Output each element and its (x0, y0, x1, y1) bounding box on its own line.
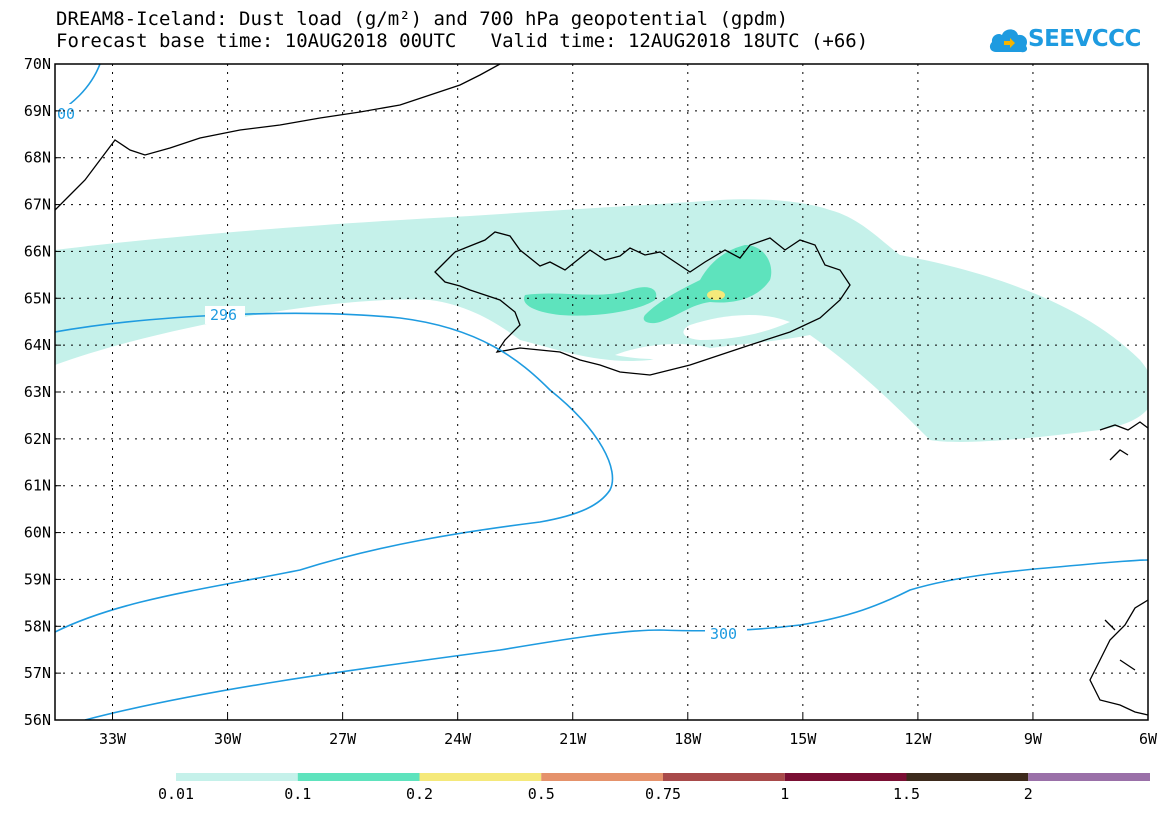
colorbar-label: 1 (780, 785, 790, 803)
colorbar-label: 2 (1023, 785, 1033, 803)
faroe-coastline (1099, 421, 1148, 461)
colorbar-label: 0.2 (405, 785, 434, 803)
lat-label: 69N (24, 102, 51, 120)
seevccc-logo: SEEVCCC (988, 20, 1141, 60)
dust-region-mid (643, 245, 772, 324)
lat-label: 56N (24, 711, 51, 729)
lat-label: 59N (24, 570, 51, 588)
map-subtitle: Forecast base time: 10AUG2018 00UTC Vali… (56, 30, 869, 52)
dust-region-low (55, 199, 1148, 442)
lat-label: 57N (24, 664, 51, 682)
contour-label-bg (705, 624, 747, 642)
lat-label: 62N (24, 430, 51, 448)
lon-label: 30W (214, 730, 242, 748)
lat-label: 63N (24, 383, 51, 401)
cloud-logo-icon (989, 29, 1028, 53)
dust-region-high (707, 290, 725, 300)
iceland-coastline (434, 231, 851, 376)
contour-label: 00 (57, 105, 75, 123)
colorbar-segment (541, 773, 663, 781)
logo-text: SEEVCCC (1028, 26, 1141, 52)
colorbar-label: 1.5 (892, 785, 921, 803)
dust-gap (683, 314, 790, 340)
contour-300-south (84, 559, 1148, 720)
colorbar-segment (663, 773, 785, 781)
scotland-coastline (1089, 599, 1148, 716)
lat-label: 70N (24, 55, 51, 73)
lon-label: 21W (559, 730, 587, 748)
lat-label: 64N (24, 336, 51, 354)
colorbar-segment (297, 773, 420, 781)
colorbar-segment (906, 773, 1029, 781)
lon-label: 27W (329, 730, 357, 748)
colorbar-segment (176, 773, 298, 781)
lon-label: 18W (674, 730, 702, 748)
lon-label: 12W (904, 730, 932, 748)
lat-label: 65N (24, 289, 51, 307)
colorbar-segment (784, 773, 907, 781)
lat-label: 58N (24, 617, 51, 635)
lat-label: 68N (24, 149, 51, 167)
colorbar-segment (419, 773, 542, 781)
contour-label: 296 (210, 306, 237, 324)
map-title: DREAM8-Iceland: Dust load (g/m²) and 700… (56, 8, 789, 30)
contour-label-bg (205, 306, 245, 324)
lon-label: 33W (99, 730, 127, 748)
dust-gap (615, 344, 710, 360)
lon-label: 9W (1024, 730, 1043, 748)
map-plot-area: 296 300 00 (55, 64, 1148, 720)
colorbar-label: 0.75 (644, 785, 682, 803)
longitude-labels: 33W 30W 27W 24W 21W 18W 15W 12W 9W 6W (99, 730, 1158, 748)
lat-label: 60N (24, 524, 51, 542)
colorbar-segment (1028, 773, 1150, 781)
lat-label: 66N (24, 242, 51, 260)
lat-label: 61N (24, 477, 51, 495)
contour-label: 300 (710, 625, 737, 643)
dust-region-mid (524, 287, 657, 316)
lon-label: 15W (789, 730, 817, 748)
contour-296 (55, 312, 614, 633)
colorbar-label: 0.01 (157, 785, 195, 803)
coastlines (55, 64, 1148, 716)
lon-label: 24W (444, 730, 472, 748)
colorbar-label: 0.5 (527, 785, 555, 803)
axis-ticks (55, 63, 1149, 721)
greenland-coastline (55, 64, 501, 211)
lat-label: 67N (24, 196, 51, 214)
colorbar-label: 0.1 (284, 785, 312, 803)
lon-label: 6W (1139, 730, 1158, 748)
latitude-labels: 56N 57N 58N 59N 60N 61N 62N 63N 64N 65N 66N 67N 68N 6… (24, 55, 51, 729)
gridlines (55, 64, 1148, 720)
contour-label-bg (55, 104, 77, 122)
colorbar (176, 773, 1150, 781)
